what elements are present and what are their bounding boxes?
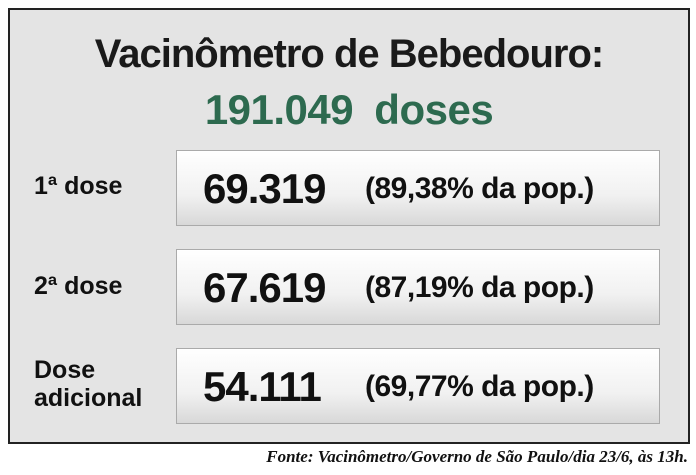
- title: Vacinômetro de Bebedouro:: [94, 32, 604, 76]
- total-doses: 191.049 doses: [204, 86, 494, 133]
- row-note: (87,19% da pop.): [365, 271, 594, 304]
- row-note: (89,38% da pop.): [365, 172, 594, 205]
- row-note: (69,77% da pop.): [365, 370, 594, 403]
- row-label: Dose adicional: [34, 356, 143, 412]
- row-box: 69.319 (89,38% da pop.): [176, 150, 660, 226]
- row-box: 54.111 (69,77% da pop.): [176, 348, 660, 424]
- source: Fonte: Vacinômetro/Governo de São Paulo/…: [266, 447, 688, 466]
- row-value: 69.319: [203, 165, 326, 212]
- row-label: 1ª dose: [34, 172, 123, 200]
- row-box: 67.619 (87,19% da pop.): [176, 249, 660, 325]
- row-value: 54.111: [203, 363, 322, 410]
- row-label: 2ª dose: [34, 272, 123, 300]
- panel: Vacinômetro de Bebedouro: 191.049 doses …: [8, 8, 690, 444]
- row-value: 67.619: [203, 264, 326, 311]
